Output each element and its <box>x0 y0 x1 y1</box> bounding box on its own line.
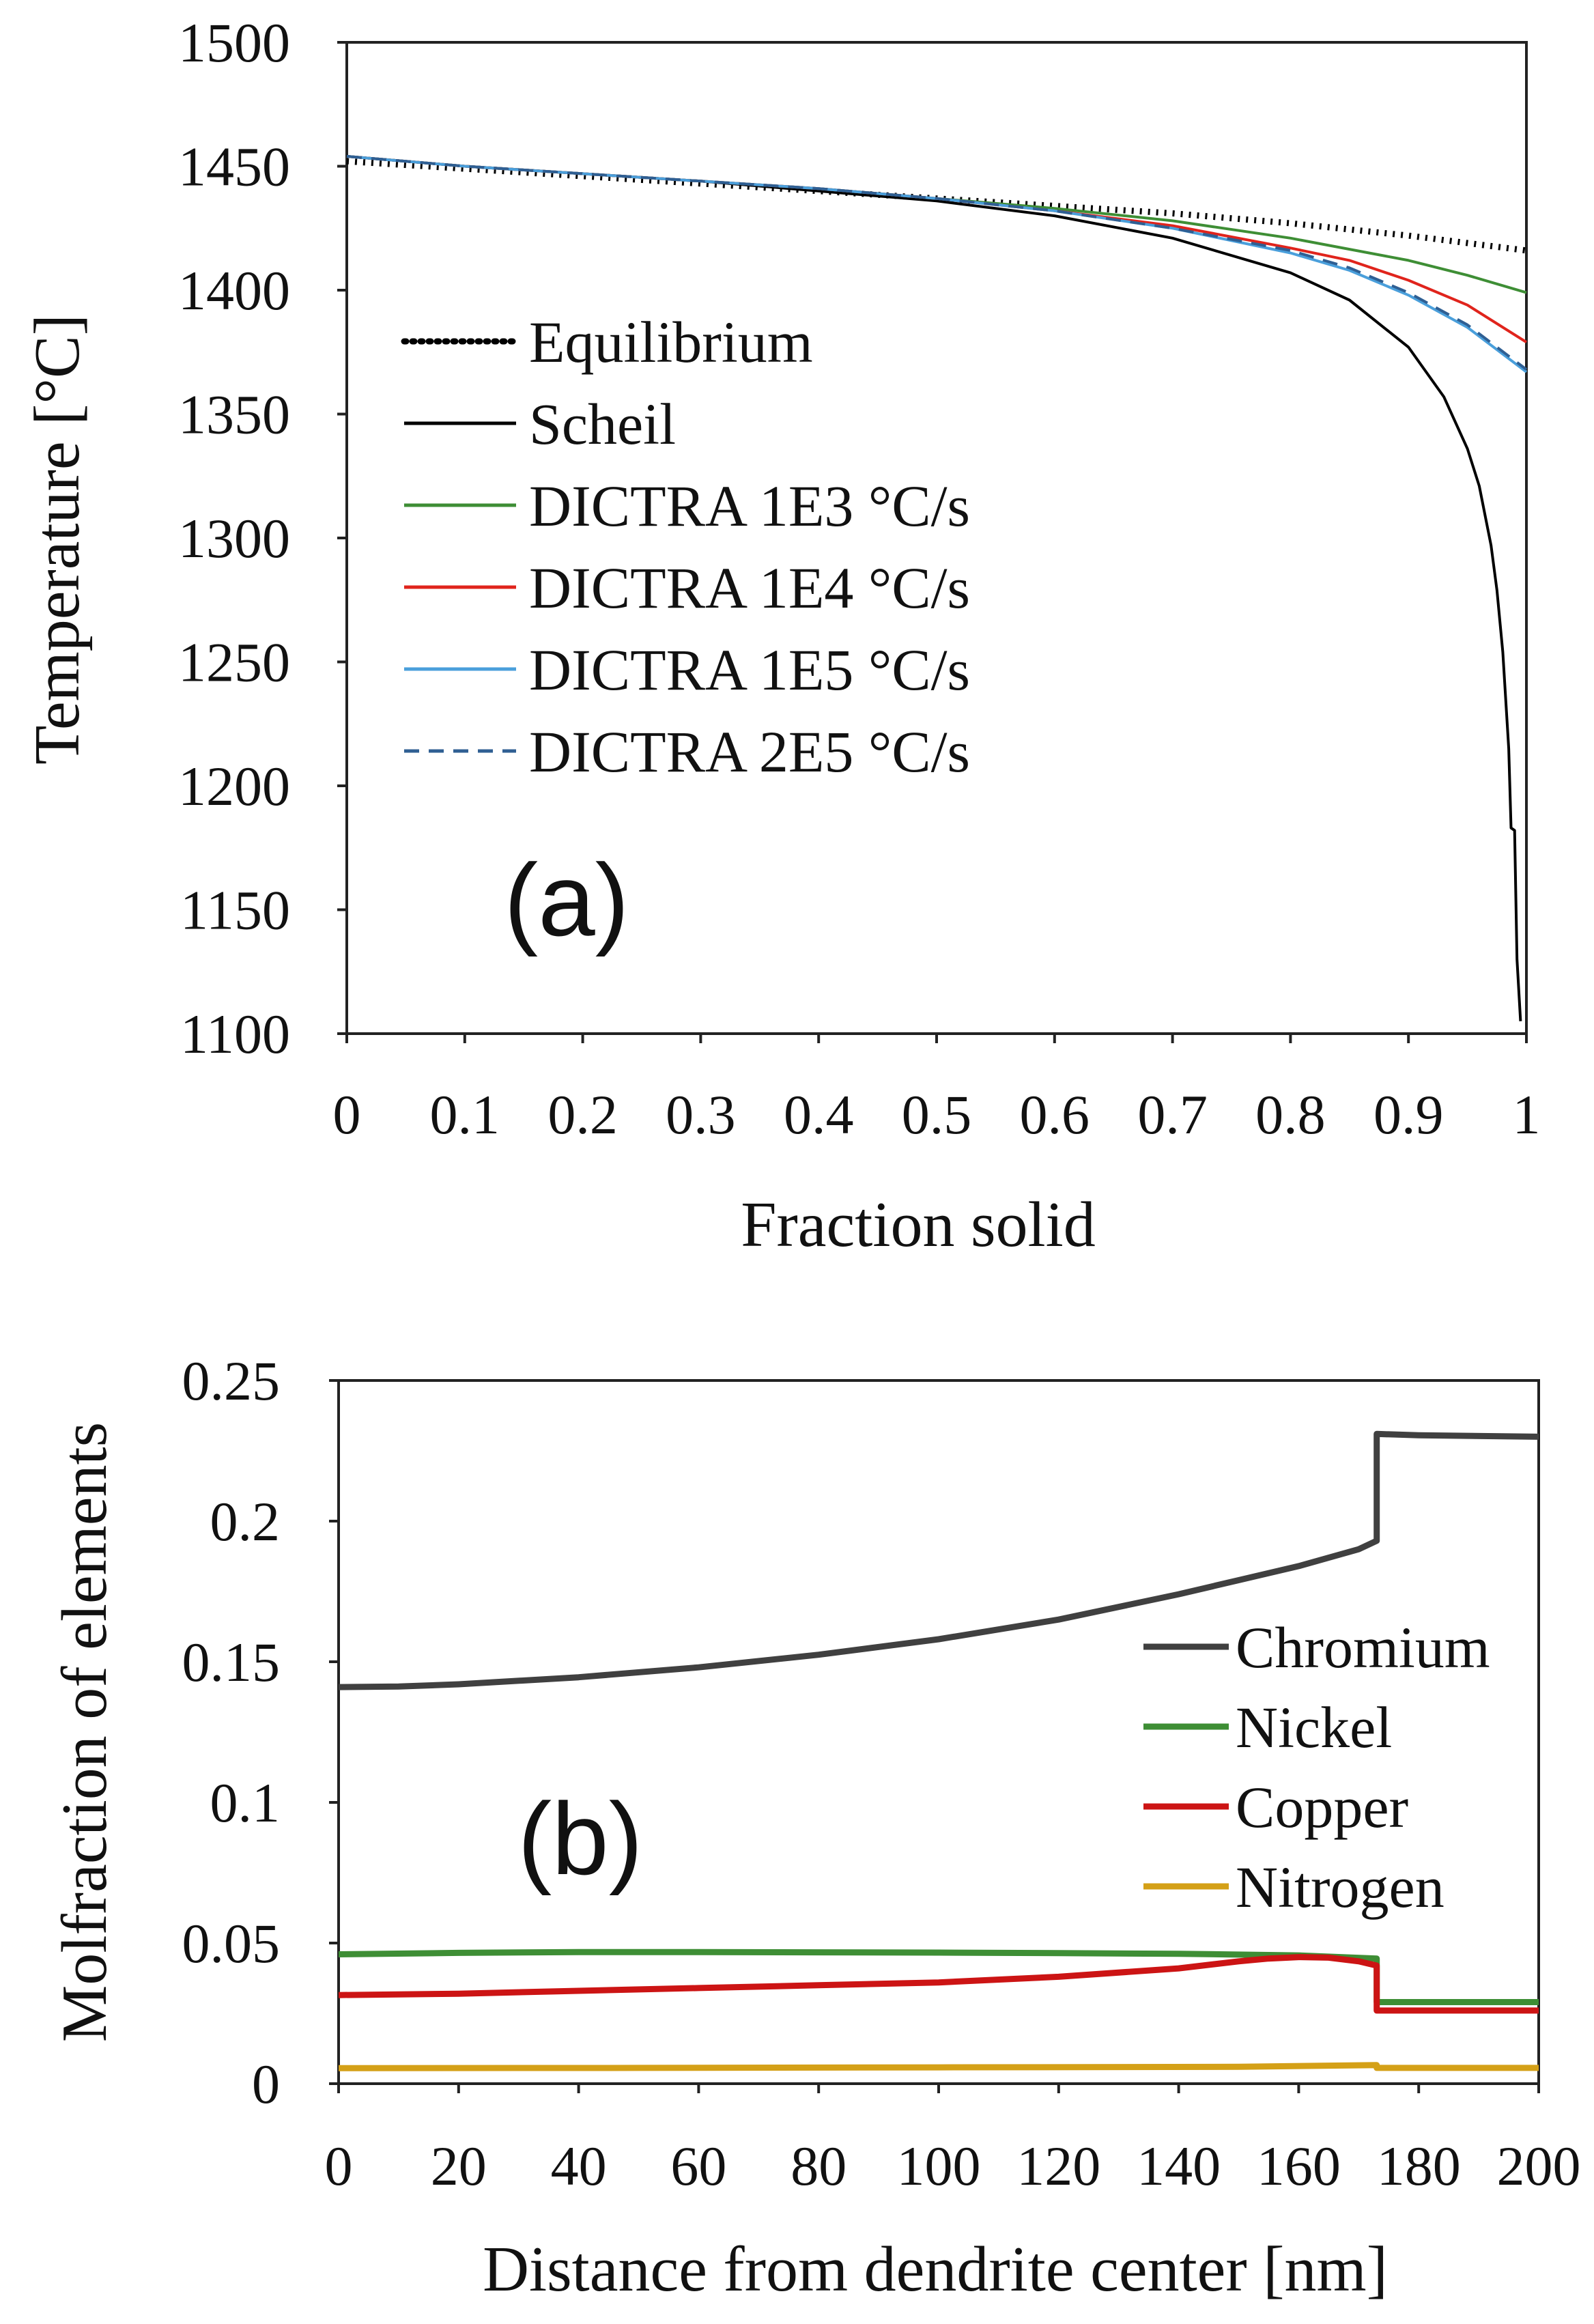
panel-label-b: (b) <box>517 1781 642 1896</box>
series-line-equilibrium <box>346 158 1527 254</box>
x-axis-title-a: Fraction solid <box>741 1189 1096 1260</box>
x-tick-label: 0.4 <box>784 1083 854 1146</box>
y-tick-label: 1100 <box>180 1003 290 1065</box>
y-tick-label: 0.15 <box>182 1631 281 1693</box>
legend-label-dictra-2e5-c-s: DICTRA 2E5 °C/s <box>529 719 970 784</box>
x-tick-label: 0.7 <box>1137 1083 1208 1146</box>
axis-ticks-b <box>329 1379 1540 2093</box>
legend-label-nitrogen: Nitrogen <box>1236 1854 1444 1920</box>
legend-label-chromium: Chromium <box>1236 1615 1490 1680</box>
x-tick-label: 140 <box>1137 2135 1221 2197</box>
y-tick-label: 1500 <box>178 12 290 74</box>
chart-b: 0 20 40 60 80 100 120 140 160 180 200 0.25 0.2 0.15 0.… <box>49 1350 1581 2305</box>
series-line-dictra-1e5-c-s <box>346 155 1528 373</box>
legend-label-copper: Copper <box>1236 1774 1408 1840</box>
y-axis-title-b: Molfraction of elements <box>49 1422 120 2042</box>
series-line-dictra-2e5-c-s <box>346 155 1528 371</box>
series-line-copper <box>338 1954 1539 2014</box>
x-tick-label: 160 <box>1257 2135 1341 2197</box>
y-tick-label: 1300 <box>178 507 290 569</box>
legend-label-equilibrium: Equilibrium <box>529 309 813 375</box>
tick-labels-b: 0 20 40 60 80 100 120 140 160 180 200 0.25 0.2 0.15 0.… <box>182 1350 1581 2197</box>
x-tick-label: 80 <box>791 2135 846 2197</box>
y-tick-label: 1200 <box>178 755 290 817</box>
x-tick-label: 100 <box>897 2135 981 2197</box>
y-tick-label: 1150 <box>180 879 290 941</box>
x-tick-label: 0.6 <box>1020 1083 1090 1146</box>
tick-labels-a: 0 0.1 0.2 0.3 0.4 0.5 0.6 0.7 0.8 0.9 1 1500 1450 140… <box>178 12 1541 1146</box>
axis-ticks-a <box>337 41 1528 1043</box>
series-group-b <box>338 1430 1539 2071</box>
y-tick-label: 0.1 <box>210 1772 281 1834</box>
y-tick-label: 0.05 <box>182 1912 281 1974</box>
x-tick-label: 180 <box>1377 2135 1461 2197</box>
y-axis-title-a: Temperature [°C] <box>22 314 93 765</box>
series-group-a <box>346 155 1528 1021</box>
legend-label-scheil: Scheil <box>529 391 676 457</box>
x-tick-label: 20 <box>431 2135 487 2197</box>
y-tick-label: 0.2 <box>210 1490 281 1553</box>
x-tick-label: 0.5 <box>902 1083 972 1146</box>
y-tick-label: 0.25 <box>182 1350 281 1412</box>
x-tick-label: 0.3 <box>666 1083 736 1146</box>
legend-label-dictra-1e3-c-s: DICTRA 1E3 °C/s <box>529 473 970 539</box>
legend-label-dictra-1e5-c-s: DICTRA 1E5 °C/s <box>529 637 970 703</box>
series-line-chromium <box>338 1430 1539 1690</box>
series-line-nitrogen <box>338 2062 1539 2071</box>
x-tick-label: 60 <box>670 2135 726 2197</box>
series-line-dictra-1e3-c-s <box>346 155 1527 294</box>
y-tick-label: 1450 <box>178 136 290 198</box>
x-axis-title-b: Distance from dendrite center [nm] <box>483 2234 1388 2305</box>
x-tick-label: 0 <box>325 2135 353 2197</box>
x-tick-label: 0.2 <box>547 1083 618 1146</box>
x-tick-label: 0.8 <box>1255 1083 1326 1146</box>
y-tick-label: 1250 <box>178 632 290 694</box>
chart-a: 0 0.1 0.2 0.3 0.4 0.5 0.6 0.7 0.8 0.9 1 1500 1450 140… <box>22 12 1541 1260</box>
x-tick-label: 0.1 <box>430 1083 500 1146</box>
y-tick-label: 0 <box>252 2053 280 2115</box>
y-tick-label: 1350 <box>178 384 290 446</box>
x-tick-label: 1 <box>1513 1083 1541 1146</box>
x-tick-label: 120 <box>1016 2135 1100 2197</box>
legend-label-dictra-1e4-c-s: DICTRA 1E4 °C/s <box>529 555 970 621</box>
x-tick-label: 40 <box>551 2135 607 2197</box>
legend-b: Chromium Nickel Copper Nitrogen <box>1143 1615 1490 1920</box>
x-tick-label: 0 <box>333 1083 361 1146</box>
x-tick-label: 0.9 <box>1374 1083 1444 1146</box>
y-tick-label: 1400 <box>178 259 290 322</box>
legend-a: Equilibrium Scheil DICTRA 1E3 °C/s DICTRA 1… <box>401 309 970 784</box>
legend-label-nickel: Nickel <box>1236 1695 1392 1760</box>
panel-label-a: (a) <box>504 842 629 957</box>
x-tick-label: 200 <box>1497 2135 1581 2197</box>
